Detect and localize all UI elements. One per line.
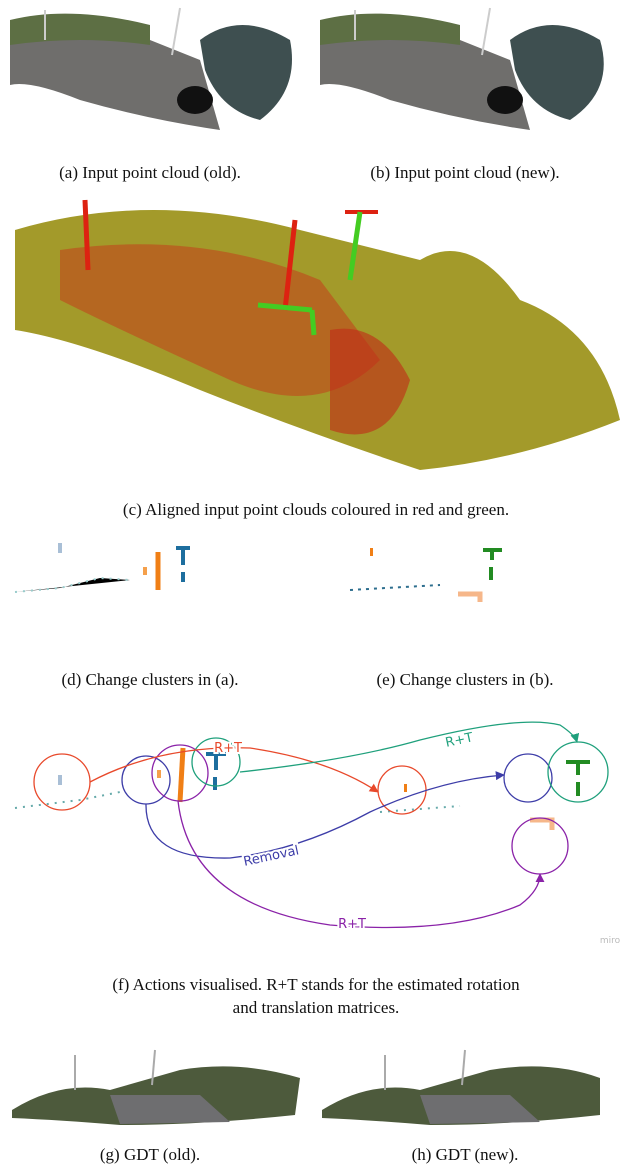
action-label: R+T [338,917,366,932]
figure: (a) Input point cloud (old). (b) Input p… [0,0,632,1170]
action-label: R+T [214,741,242,756]
action-label: Removal [242,843,300,869]
caption: (a) Input point cloud (old). [59,163,241,182]
caption: (b) Input point cloud (new). [370,163,559,182]
caption: (e) Change clusters in (b). [376,670,553,689]
watermark: miro [600,936,621,946]
gdt-new [322,1050,600,1125]
caption: and translation matrices. [233,998,400,1017]
gdt-old [12,1050,300,1125]
caption: (f) Actions visualised. R+T stands for t… [112,975,520,994]
caption: (g) GDT (old). [100,1145,200,1164]
caption: (c) Aligned input point clouds coloured … [123,500,509,519]
caption: (d) Change clusters in (a). [61,670,238,689]
clusters-old [15,543,190,592]
aligned-cloud [15,200,620,470]
clusters-new [350,548,502,602]
caption: (h) GDT (new). [412,1145,519,1164]
scan-old [10,8,292,130]
actions-diagram [15,722,608,927]
scan-new [320,8,604,130]
